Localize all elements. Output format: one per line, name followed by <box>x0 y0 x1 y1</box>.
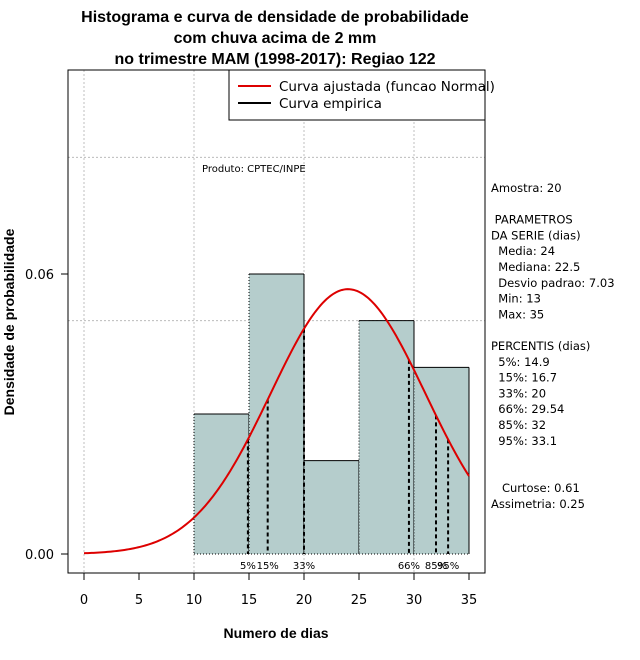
y-tick-label: 0.06 <box>25 268 54 283</box>
stats-line: Media: 24 <box>491 244 555 258</box>
stats-line: Max: 35 <box>491 307 544 321</box>
histogram-bars <box>193 273 470 555</box>
x-tick-label: 30 <box>406 593 423 608</box>
stats-line: Desvio padrao: 7.03 <box>491 276 615 290</box>
y-axis: 0.00 0.06 <box>25 268 68 563</box>
x-axis: 0 5 10 15 20 25 30 35 <box>80 572 478 608</box>
y-axis-label: Densidade de probabilidade <box>1 228 17 415</box>
stats-line: PARAMETROS <box>491 213 573 227</box>
stats-line: 66%: 29.54 <box>491 402 564 416</box>
x-tick-label: 35 <box>461 593 478 608</box>
stats-line: Assimetria: 0.25 <box>491 497 585 511</box>
y-tick-label: 0.00 <box>25 548 54 563</box>
stats-line: 33%: 20 <box>491 386 546 400</box>
percentile-label: 66% <box>398 561 420 572</box>
histogram-bar <box>249 274 304 554</box>
percentile-label: 33% <box>293 561 315 572</box>
x-tick-label: 10 <box>186 593 203 608</box>
percentile-label: 5% <box>240 561 256 572</box>
x-tick-label: 5 <box>135 593 143 608</box>
stats-line: Mediana: 22.5 <box>491 260 580 274</box>
stats-line: Amostra: 20 <box>491 181 562 195</box>
stats-line: 15%: 16.7 <box>491 371 557 385</box>
stats-line: 5%: 14.9 <box>491 355 550 369</box>
x-tick-label: 20 <box>296 593 313 608</box>
stats-line: Min: 13 <box>491 292 541 306</box>
product-annotation: Produto: CPTEC/INPE <box>202 164 306 175</box>
x-axis-label: Numero de dias <box>223 625 328 641</box>
x-tick-label: 0 <box>80 593 88 608</box>
stats-line: Curtose: 0.61 <box>491 481 580 495</box>
stats-line: 85%: 32 <box>491 418 546 432</box>
percentile-label: 85% <box>425 561 447 572</box>
x-tick-label: 25 <box>351 593 368 608</box>
stats-line: DA SERIE (dias) <box>491 228 581 242</box>
chart-title-line: com chuva acima de 2 mm <box>174 30 377 47</box>
legend-label: Curva empirica <box>279 96 382 112</box>
histogram-bar <box>359 320 414 554</box>
legend-label: Curva ajustada (funcao Normal) <box>279 79 495 95</box>
legend-box <box>228 69 486 121</box>
chart-title: Histograma e curva de densidade de proba… <box>81 9 469 68</box>
histogram-bar <box>304 460 359 554</box>
normal-curve <box>83 288 470 555</box>
stats-line: PERCENTIS (dias) <box>491 339 590 353</box>
legend: Curva ajustada (funcao Normal)Curva empi… <box>228 69 495 121</box>
x-tick-label: 15 <box>241 593 258 608</box>
chart-title-line: Histograma e curva de densidade de proba… <box>81 9 469 26</box>
stats-line: 95%: 33.1 <box>491 434 557 448</box>
chart-title-line: no trimestre MAM (1998-2017): Regiao 122 <box>115 51 436 68</box>
percentile-label: 95% <box>437 561 459 572</box>
percentile-lines: 5% 15% 33% 66% 85%95% <box>240 328 459 572</box>
percentile-label: 15% <box>257 561 279 572</box>
